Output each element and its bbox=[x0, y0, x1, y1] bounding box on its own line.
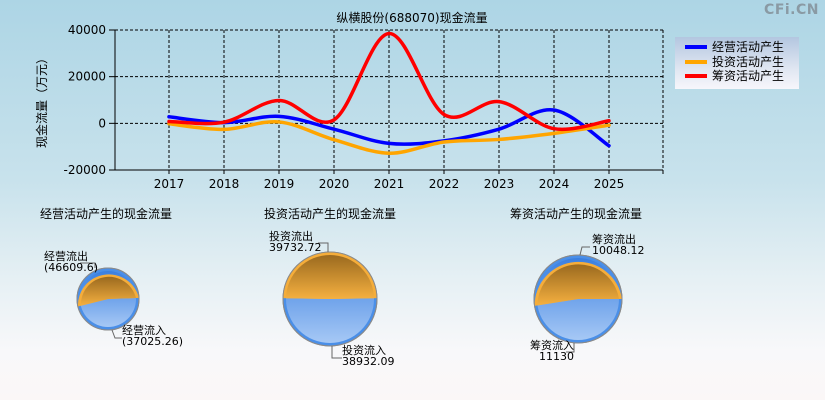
svg-text:-20000: -20000 bbox=[63, 163, 106, 177]
pie-label-operating-out: 经营流出 (46609.6) bbox=[44, 250, 99, 274]
series-line-0 bbox=[167, 108, 611, 148]
series-line-1 bbox=[167, 120, 611, 155]
legend-item-operating: 经营活动产生 bbox=[685, 40, 784, 54]
leader-line bbox=[579, 246, 590, 256]
svg-text:2025: 2025 bbox=[594, 177, 625, 191]
svg-text:2017: 2017 bbox=[154, 177, 185, 191]
pie-label-investing-in: 投资流入 38932.09 bbox=[342, 344, 395, 368]
leader-line bbox=[318, 242, 329, 252]
y-axis-ticks: 40000 20000 0 -20000 bbox=[63, 23, 115, 177]
series-line-2 bbox=[167, 31, 611, 132]
pie-label-operating-in: 经营流入 (37025.26) bbox=[122, 324, 184, 348]
pie-chart-1 bbox=[282, 242, 378, 359]
pie-title-investing: 投资活动产生的现金流量 bbox=[264, 207, 397, 221]
svg-text:2019: 2019 bbox=[264, 177, 295, 191]
legend-item-financing: 筹资活动产生 bbox=[685, 69, 784, 83]
pie-title-financing: 筹资活动产生的现金流量 bbox=[510, 207, 643, 221]
legend-swatch-red bbox=[685, 74, 707, 78]
legend-label: 经营活动产生 bbox=[712, 40, 785, 54]
svg-text:0: 0 bbox=[98, 116, 106, 130]
leader-line bbox=[566, 343, 575, 353]
watermark-logo: CFi.CN bbox=[764, 2, 819, 18]
svg-text:2024: 2024 bbox=[539, 177, 570, 191]
y-axis-label: 现金流量（万元） bbox=[34, 52, 49, 148]
legend-swatch-blue bbox=[685, 45, 707, 49]
pie-chart-0 bbox=[76, 262, 140, 339]
legend-item-investing: 投资活动产生 bbox=[685, 55, 784, 69]
pie-title-operating: 经营活动产生的现金流量 bbox=[40, 207, 173, 221]
pie-chart-2 bbox=[533, 246, 623, 353]
legend-swatch-orange bbox=[685, 60, 707, 64]
legend: 经营活动产生 投资活动产生 筹资活动产生 bbox=[675, 37, 799, 89]
pie-label-financing-out: 筹资流出 10048.12 bbox=[592, 233, 645, 257]
leader-line bbox=[111, 329, 122, 339]
pie-label-financing-in: 筹资流入 11130 bbox=[530, 339, 574, 363]
legend-label: 投资活动产生 bbox=[712, 55, 785, 69]
svg-text:2021: 2021 bbox=[374, 177, 405, 191]
pie-label-investing-out: 投资流出 39732.72 bbox=[269, 230, 322, 254]
svg-text:2023: 2023 bbox=[484, 177, 515, 191]
svg-text:2022: 2022 bbox=[429, 177, 460, 191]
x-axis-ticks: 2017 2018 2019 2020 2021 2022 2023 2024 2025 bbox=[154, 170, 625, 191]
svg-text:40000: 40000 bbox=[68, 23, 106, 37]
svg-text:2020: 2020 bbox=[319, 177, 350, 191]
legend-label: 筹资活动产生 bbox=[712, 69, 785, 83]
chart-title: 纵横股份(688070)现金流量 bbox=[336, 10, 487, 25]
leader-line bbox=[331, 346, 342, 359]
data-lines bbox=[167, 31, 611, 155]
svg-text:20000: 20000 bbox=[68, 70, 106, 84]
leader-line bbox=[80, 262, 96, 268]
svg-text:2018: 2018 bbox=[209, 177, 240, 191]
